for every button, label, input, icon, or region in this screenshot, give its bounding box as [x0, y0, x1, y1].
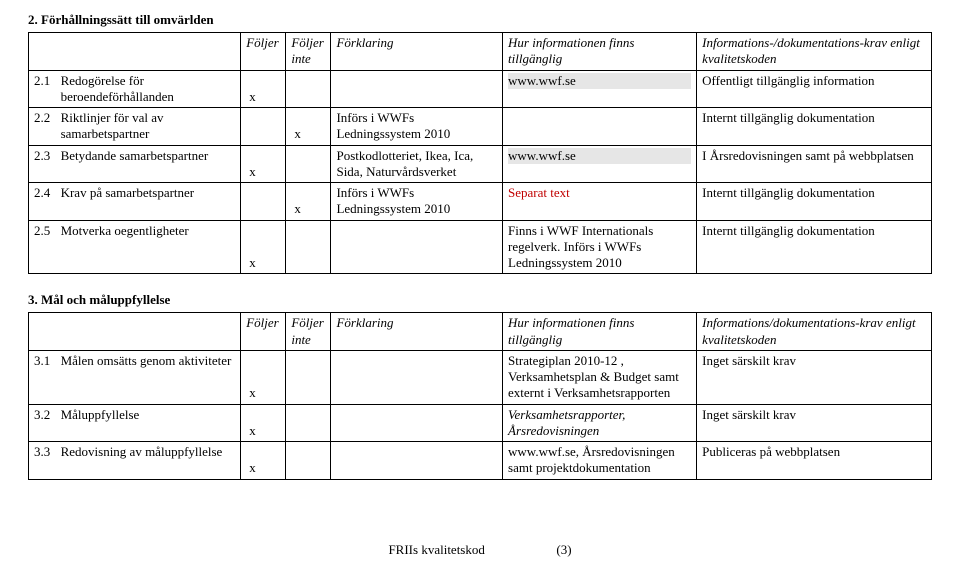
- cell-f1: x: [241, 404, 286, 442]
- cell-expl: [331, 404, 503, 442]
- section3-header-row: Följer Följer inte Förklaring Hur inform…: [29, 313, 932, 351]
- cell-f1: x: [241, 70, 286, 108]
- hdr-blank-label: [56, 33, 241, 71]
- row-label: Redogörelse för beroendeförhållanden: [56, 70, 241, 108]
- cell-req: Internt tillgänglig dokumentation: [697, 183, 932, 221]
- section2-title: 2. Förhållningssätt till omvärlden: [28, 12, 932, 28]
- hdr-info: Hur informationen finns tillgänglig: [503, 33, 697, 71]
- cell-info: Separat text: [503, 183, 697, 221]
- cell-f2: [286, 70, 331, 108]
- cell-f2: [286, 350, 331, 404]
- hdr-foljer: Följer: [241, 33, 286, 71]
- cell-req: Internt tillgänglig dokumentation: [697, 220, 932, 274]
- hdr-req: Informations/dokumentations-krav enligt …: [697, 313, 932, 351]
- row-label: Målen omsätts genom aktiviteter: [56, 350, 241, 404]
- cell-req: Inget särskilt krav: [697, 350, 932, 404]
- section3-table: Följer Följer inte Förklaring Hur inform…: [28, 312, 932, 479]
- row-label: Krav på samarbetspartner: [56, 183, 241, 221]
- table-row: 2.2 Riktlinjer för val av samarbetspartn…: [29, 108, 932, 146]
- cell-req: Publiceras på webbplatsen: [697, 442, 932, 480]
- cell-f2: x: [286, 183, 331, 221]
- cell-info: Strategiplan 2010-12 , Verksamhetsplan &…: [503, 350, 697, 404]
- hdr-req: Informations-/dokumentations-krav enligt…: [697, 33, 932, 71]
- cell-expl: Införs i WWFs Ledningssystem 2010: [331, 183, 503, 221]
- row-label: Motverka oegentligheter: [56, 220, 241, 274]
- cell-f1: x: [241, 145, 286, 183]
- footer-left: FRIIs kvalitetskod: [388, 542, 484, 557]
- hdr-forklaring: Förklaring: [331, 313, 503, 351]
- table-row: 2.3 Betydande samarbetspartner x Postkod…: [29, 145, 932, 183]
- cell-info: www.wwf.se, Årsredovisningen samt projek…: [503, 442, 697, 480]
- table-row: 3.1 Målen omsätts genom aktiviteter x St…: [29, 350, 932, 404]
- hdr-blank-label: [56, 313, 241, 351]
- hdr-foljer-inte: Följer inte: [286, 313, 331, 351]
- cell-f2: [286, 442, 331, 480]
- hdr-forklaring: Förklaring: [331, 33, 503, 71]
- table-row: 3.3 Redovisning av måluppfyllelse x www.…: [29, 442, 932, 480]
- cell-f2: [286, 404, 331, 442]
- cell-expl: [331, 70, 503, 108]
- section2-table: Följer Följer inte Förklaring Hur inform…: [28, 32, 932, 274]
- cell-f2: [286, 220, 331, 274]
- row-num: 2.3: [29, 145, 56, 183]
- row-num: 2.1: [29, 70, 56, 108]
- row-num: 3.2: [29, 404, 56, 442]
- cell-req: Inget särskilt krav: [697, 404, 932, 442]
- row-num: 2.5: [29, 220, 56, 274]
- hdr-info: Hur informationen finns tillgänglig: [503, 313, 697, 351]
- table-row: 2.5 Motverka oegentligheter x Finns i WW…: [29, 220, 932, 274]
- cell-f1: x: [241, 350, 286, 404]
- hdr-foljer-inte: Följer inte: [286, 33, 331, 71]
- cell-f2: [286, 145, 331, 183]
- row-label: Måluppfyllelse: [56, 404, 241, 442]
- cell-info: www.wwf.se: [503, 70, 697, 108]
- page-footer: FRIIs kvalitetskod (3): [0, 542, 960, 558]
- cell-info: Finns i WWF Internationals regelverk. In…: [503, 220, 697, 274]
- table-row: 2.4 Krav på samarbetspartner x Införs i …: [29, 183, 932, 221]
- row-num: 3.3: [29, 442, 56, 480]
- footer-right: (3): [556, 542, 571, 557]
- cell-expl: [331, 220, 503, 274]
- cell-info: www.wwf.se: [503, 145, 697, 183]
- table-row: 2.1 Redogörelse för beroendeförhållanden…: [29, 70, 932, 108]
- cell-f1: x: [241, 220, 286, 274]
- row-num: 2.2: [29, 108, 56, 146]
- cell-expl: [331, 442, 503, 480]
- section2-header-row: Följer Följer inte Förklaring Hur inform…: [29, 33, 932, 71]
- cell-f1: [241, 108, 286, 146]
- section3-title: 3. Mål och måluppfyllelse: [28, 292, 932, 308]
- cell-info: [503, 108, 697, 146]
- row-label: Betydande samarbetspartner: [56, 145, 241, 183]
- table-row: 3.2 Måluppfyllelse x Verksamhetsrapporte…: [29, 404, 932, 442]
- cell-expl: [331, 350, 503, 404]
- cell-req: I Årsredovisningen samt på webbplatsen: [697, 145, 932, 183]
- cell-expl: Införs i WWFs Ledningssystem 2010: [331, 108, 503, 146]
- hdr-foljer: Följer: [241, 313, 286, 351]
- hdr-blank-num: [29, 313, 56, 351]
- row-num: 2.4: [29, 183, 56, 221]
- row-num: 3.1: [29, 350, 56, 404]
- row-label: Redovisning av måluppfyllelse: [56, 442, 241, 480]
- cell-expl: Postkodlotteriet, Ikea, Ica, Sida, Natur…: [331, 145, 503, 183]
- cell-info: Verksamhetsrapporter, Årsredovisningen: [503, 404, 697, 442]
- hdr-blank-num: [29, 33, 56, 71]
- cell-f2: x: [286, 108, 331, 146]
- cell-req: Internt tillgänglig dokumentation: [697, 108, 932, 146]
- cell-req: Offentligt tillgänglig information: [697, 70, 932, 108]
- cell-f1: x: [241, 442, 286, 480]
- cell-f1: [241, 183, 286, 221]
- row-label: Riktlinjer för val av samarbetspartner: [56, 108, 241, 146]
